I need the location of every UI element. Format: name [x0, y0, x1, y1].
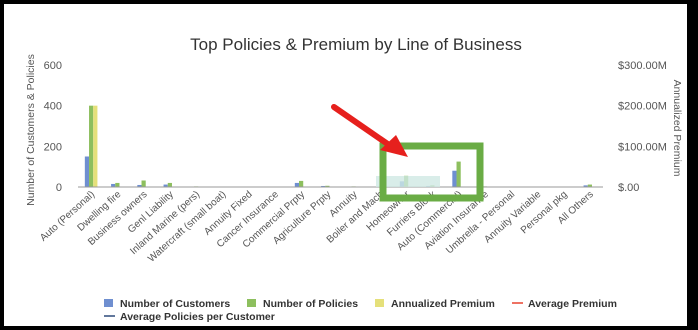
- highlight-box: [379, 142, 484, 202]
- highlight-band: [376, 176, 440, 187]
- y-left-tick-label: 200: [44, 141, 62, 153]
- y-left-tick-label: 0: [56, 182, 62, 194]
- y-right-tick-label: $100.00M: [618, 141, 667, 153]
- bar-number-of-policies: [299, 180, 304, 187]
- y-right-tick-label: $.00: [618, 182, 639, 194]
- legend: Number of Customers Number of Policies Ann…: [104, 298, 617, 323]
- chart-title: Top Policies & Premium by Line of Busine…: [190, 35, 522, 54]
- bar-number-of-policies: [115, 182, 120, 187]
- legend-label: Average Policies per Customer: [120, 311, 275, 323]
- legend-swatch: [375, 299, 384, 307]
- legend-label: Annualized Premium: [391, 298, 495, 310]
- bar-number-of-customers: [583, 185, 588, 187]
- bar-number-of-customers: [84, 156, 90, 187]
- y-axis-left-title: Number of Customers & Policies: [25, 54, 37, 206]
- bar-number-of-policies: [141, 180, 146, 187]
- legend-label: Number of Policies: [263, 298, 358, 310]
- bar-number-of-customers: [163, 184, 168, 187]
- y-axis-right-ticks: $.00 $100.00M $200.00M $300.00M: [618, 60, 667, 194]
- bar-number-of-policies: [167, 182, 172, 187]
- bar-number-of-customers: [294, 182, 300, 187]
- y-left-tick-label: 600: [44, 60, 62, 72]
- bar-number-of-policies: [89, 105, 94, 187]
- legend-swatch: [104, 299, 113, 307]
- arrow-shaft: [331, 104, 395, 150]
- window-edge: [687, 4, 698, 326]
- y-right-tick-label: $200.00M: [618, 101, 667, 113]
- y-left-tick-label: 400: [44, 101, 62, 113]
- bar-series: [84, 105, 597, 188]
- bar-number-of-policies: [456, 161, 461, 187]
- bar-annualized-premium: [93, 105, 98, 187]
- bar-number-of-customers: [321, 185, 326, 187]
- bar-number-of-policies: [325, 185, 330, 187]
- bar-number-of-customers: [137, 184, 142, 187]
- chart-panel: [4, 4, 687, 326]
- y-axis-left-ticks: 0 200 400 600: [44, 60, 62, 194]
- bar-number-of-policies: [587, 184, 592, 187]
- y-right-tick-label: $300.00M: [618, 60, 667, 72]
- bar-number-of-customers: [452, 170, 457, 187]
- y-axis-right-title: Annualized Premium: [671, 80, 683, 177]
- bar-number-of-customers: [111, 183, 116, 187]
- arrow-head: [380, 135, 408, 157]
- annotations: [331, 104, 484, 202]
- legend-swatch: [247, 299, 256, 307]
- legend-label: Number of Customers: [120, 298, 230, 310]
- legend-label: Average Premium: [528, 298, 617, 310]
